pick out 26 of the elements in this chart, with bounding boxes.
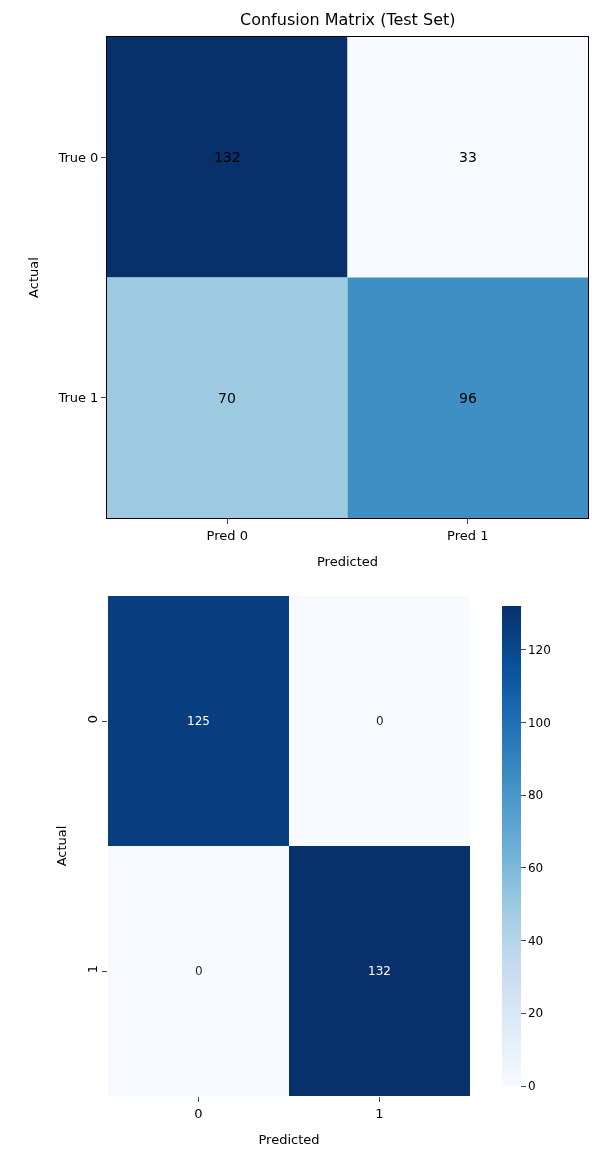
color-bar-label: 100 [527,715,551,730]
x-tick-label: Pred 1 [447,527,489,543]
data-label: 96 [459,390,477,406]
y-tick-label: True 1 [57,390,99,406]
y-axis-title: Actual [53,825,69,867]
data-label: 125 [187,714,210,728]
y-axis-title: Actual [26,257,42,298]
color-bar-label: 0 [527,1079,536,1094]
chart-title: Confusion Matrix (Test Set) [240,10,456,29]
color-bar-label: 40 [527,933,544,948]
data-label: 33 [459,149,477,165]
data-label: 132 [368,964,391,978]
x-axis-title: Predicted [258,1132,320,1148]
x-tick-label: Pred 0 [206,527,248,543]
data-label: 70 [218,390,236,406]
color-bar-label: 20 [527,1006,544,1021]
x-axis-title: Predicted [316,554,379,570]
y-tick-label: 1 [84,964,100,974]
color-bar-label: 120 [527,642,551,657]
data-label: 132 [214,149,241,165]
y-tick-label: 0 [84,714,100,724]
color-bar-label: 80 [527,788,544,803]
data-label: 0 [376,714,384,728]
color-bar-label: 60 [527,861,544,876]
y-tick-label: True 0 [57,149,99,165]
data-label: 0 [195,964,203,978]
